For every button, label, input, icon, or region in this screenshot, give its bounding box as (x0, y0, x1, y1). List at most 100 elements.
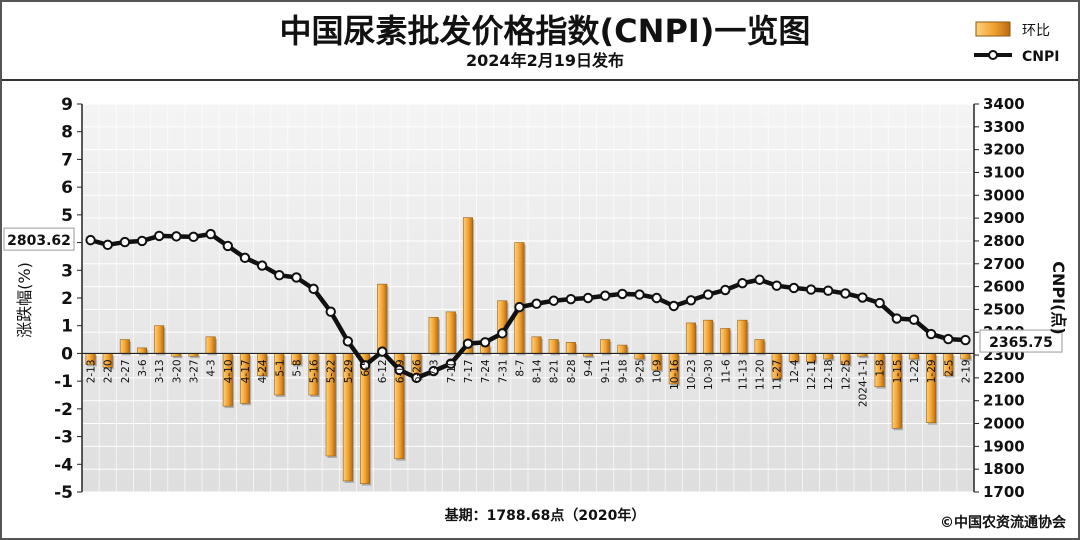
x-tick-label: 1-15 (892, 359, 904, 383)
x-tick-label: 2-13 (86, 359, 98, 383)
bar-10-30 (703, 319, 714, 354)
bar-shadow (173, 355, 183, 359)
x-tick-label: 4-10 (223, 359, 235, 383)
x-tick-label: 1-8 (875, 359, 887, 376)
cnpi-point-5-1 (274, 269, 285, 281)
x-tick-label: 4-3 (206, 359, 218, 376)
bar-10-23 (685, 322, 696, 354)
bar-6-12 (377, 283, 388, 354)
right-tick-label: 2900 (983, 209, 1025, 227)
x-tick-label: 8-28 (566, 359, 578, 383)
chart-subtitle: 2024年2月19日发布 (466, 51, 624, 70)
last-value-box (979, 329, 1063, 353)
bar-shadow (584, 355, 595, 359)
left-tick-label: -2 (54, 400, 73, 420)
x-tick-label: 4-24 (257, 359, 269, 383)
bar-12-18 (823, 353, 834, 360)
cnpi-point-3-13 (153, 230, 165, 242)
cnpi-point-4-3 (205, 228, 216, 240)
x-tick-label: 3-20 (171, 359, 183, 383)
x-tick-label: 2024-1-1 (858, 359, 870, 407)
left-tick-label: -5 (54, 483, 73, 503)
x-tick-label: 6-5 (360, 359, 372, 376)
cnpi-point-11-13 (737, 277, 748, 289)
bar-4-3 (205, 336, 216, 354)
right-tick-label: 2200 (983, 369, 1025, 387)
cnpi-point-2-19 (960, 334, 971, 346)
x-tick-label: 5-29 (343, 359, 355, 383)
cnpi-point-12-4 (788, 282, 800, 294)
x-tick-label: 9-18 (617, 359, 629, 383)
cnpi-point-2024-1-1 (857, 292, 868, 303)
left-tick-label: 0 (61, 344, 73, 364)
x-tick-label: 5-8 (291, 359, 303, 376)
legend-bar-label: 环比 (1022, 23, 1050, 39)
cnpi-point-6-12 (376, 346, 388, 357)
right-tick-label: 3300 (983, 118, 1025, 136)
chart-title: 中国尿素批发价格指数(CNPI)一览图 (280, 12, 811, 50)
bar-3-13 (154, 325, 165, 354)
right-tick-label: 2700 (983, 255, 1025, 273)
cnpi-point-4-10 (222, 240, 234, 252)
x-tick-label: 11-13 (737, 359, 749, 390)
bar-8-28 (565, 342, 576, 354)
cnpi-line (89, 231, 966, 381)
left-tick-label: 2 (61, 289, 73, 309)
right-tick-label: 1700 (983, 483, 1025, 501)
legend: 环比 CNPI (974, 21, 1059, 65)
x-tick-label: 11-27 (772, 359, 784, 390)
right-tick-label: 2500 (983, 300, 1025, 318)
x-tick-label: 3-6 (137, 359, 149, 376)
x-tick-label: 12-25 (840, 359, 852, 390)
x-tick-label: 10-16 (669, 359, 681, 390)
x-tick-label: 12-18 (823, 359, 835, 390)
right-tick-label: 3000 (983, 186, 1025, 204)
cnpi-point-8-7 (514, 301, 525, 313)
left-tick-label: 8 (61, 123, 73, 143)
left-tick-label: 6 (61, 178, 73, 198)
cnpi-point-5-29 (342, 336, 354, 347)
x-tick-label: 2-27 (120, 359, 132, 383)
x-tick-label: 7-17 (463, 359, 475, 383)
cnpi-point-2-20 (102, 239, 113, 251)
base-period-note: 基期：1788.68点（2020年） (445, 507, 646, 524)
x-tick-label: 11-20 (755, 359, 767, 390)
cnpi-point-10-16 (668, 300, 680, 312)
cnpi-point-1-22 (908, 314, 920, 325)
cnpi-point-12-11 (805, 284, 817, 295)
x-tick-label: 12-11 (806, 359, 818, 390)
first-value-label: 2803.62 (7, 233, 71, 249)
cnpi-point-12-18 (822, 285, 834, 296)
cnpi-point-7-31 (497, 328, 508, 339)
cnpi-point-1-8 (874, 297, 885, 309)
legend-line-marker (988, 50, 998, 60)
x-tick-label: 2-20 (103, 359, 115, 383)
cnpi-point-4-17 (239, 252, 251, 264)
cnpi-point-11-27 (771, 280, 782, 291)
cnpi-point-5-22 (325, 306, 336, 317)
x-tick-label: 8-21 (549, 359, 561, 383)
x-tick-label: 7-31 (497, 359, 509, 383)
bar-1-22 (908, 353, 919, 360)
cnpi-point-9-11 (599, 290, 611, 301)
bar-8-14 (531, 336, 542, 354)
x-tick-label: 10-30 (703, 359, 715, 390)
x-axis-labels: 2-13 2-20 2-27 3-6 3-13 3-20 3-27 4-3 4-10 4-17 4-… (86, 359, 973, 407)
value-callouts: 2803.62 2365.75 (3, 227, 1063, 353)
legend-line-label: CNPI (1022, 49, 1059, 65)
bar-9-25 (634, 353, 645, 360)
cnpi-point-7-3 (428, 365, 439, 377)
x-tick-label: 4-17 (240, 359, 252, 383)
cnpi-point-7-17 (462, 338, 474, 349)
cnpi-point-8-28 (565, 293, 577, 305)
x-tick-label: 8-7 (514, 359, 526, 376)
x-tick-label: 3-27 (189, 359, 201, 383)
left-tick-label: 7 (61, 150, 73, 170)
x-tick-label: 9-25 (635, 359, 647, 383)
right-tick-label: 3400 (983, 95, 1025, 113)
right-tick-label: 2800 (983, 232, 1025, 250)
copyright-note: ©中国农资流通协会 (940, 514, 1067, 531)
bar-2-19 (960, 353, 971, 360)
x-tick-label: 6-12 (377, 359, 389, 383)
